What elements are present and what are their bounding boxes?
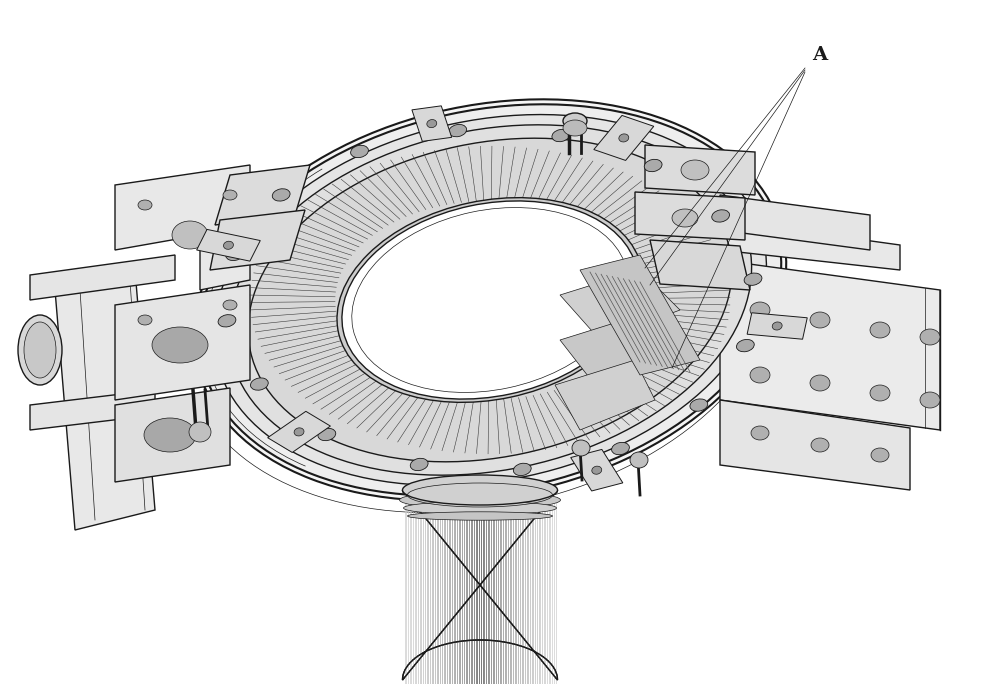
Ellipse shape (138, 200, 152, 210)
Polygon shape (720, 220, 900, 270)
Polygon shape (635, 192, 745, 240)
Ellipse shape (402, 475, 558, 505)
Polygon shape (402, 490, 558, 680)
Ellipse shape (870, 322, 890, 338)
Ellipse shape (810, 312, 830, 328)
Polygon shape (720, 260, 940, 430)
Ellipse shape (342, 201, 638, 399)
Ellipse shape (18, 315, 62, 385)
Ellipse shape (24, 322, 56, 378)
Ellipse shape (351, 145, 368, 157)
Polygon shape (115, 285, 250, 400)
Ellipse shape (513, 463, 531, 475)
Polygon shape (720, 400, 910, 490)
Polygon shape (412, 106, 452, 142)
Ellipse shape (630, 452, 648, 468)
Ellipse shape (612, 443, 629, 455)
Ellipse shape (172, 221, 208, 249)
Ellipse shape (810, 375, 830, 391)
Polygon shape (720, 195, 870, 250)
Ellipse shape (199, 104, 781, 496)
Ellipse shape (404, 501, 556, 514)
Ellipse shape (563, 113, 587, 129)
Ellipse shape (712, 210, 730, 222)
Ellipse shape (318, 428, 336, 440)
Polygon shape (571, 449, 623, 491)
Ellipse shape (751, 426, 769, 440)
Ellipse shape (226, 248, 244, 261)
Ellipse shape (337, 198, 643, 402)
Ellipse shape (572, 440, 590, 456)
Polygon shape (645, 145, 755, 195)
Polygon shape (210, 210, 305, 270)
Polygon shape (30, 255, 175, 300)
Polygon shape (747, 313, 807, 339)
Ellipse shape (644, 159, 662, 172)
Polygon shape (115, 165, 250, 290)
Ellipse shape (272, 189, 290, 201)
Ellipse shape (750, 302, 770, 318)
Polygon shape (650, 240, 750, 290)
Ellipse shape (750, 367, 770, 383)
Ellipse shape (619, 134, 629, 142)
Ellipse shape (552, 129, 570, 142)
Ellipse shape (811, 438, 829, 452)
Ellipse shape (690, 399, 708, 411)
Ellipse shape (152, 327, 208, 363)
Ellipse shape (194, 99, 786, 501)
Ellipse shape (870, 385, 890, 401)
Ellipse shape (449, 124, 467, 137)
Ellipse shape (408, 512, 552, 521)
Ellipse shape (681, 160, 709, 180)
Polygon shape (197, 229, 260, 261)
Ellipse shape (736, 339, 754, 352)
Ellipse shape (744, 273, 762, 285)
Ellipse shape (223, 300, 237, 310)
Polygon shape (30, 390, 155, 430)
Ellipse shape (772, 322, 782, 330)
Ellipse shape (592, 466, 602, 474)
Ellipse shape (410, 458, 428, 471)
Polygon shape (560, 270, 680, 340)
Ellipse shape (144, 418, 196, 452)
Ellipse shape (223, 190, 237, 200)
Ellipse shape (427, 120, 437, 128)
Polygon shape (268, 411, 330, 452)
Polygon shape (555, 360, 655, 430)
Ellipse shape (189, 422, 211, 442)
Polygon shape (55, 270, 155, 530)
Polygon shape (580, 255, 700, 375)
Ellipse shape (563, 120, 587, 136)
Ellipse shape (250, 378, 268, 390)
Ellipse shape (920, 329, 940, 345)
Ellipse shape (920, 392, 940, 408)
Ellipse shape (218, 315, 236, 327)
Ellipse shape (871, 448, 889, 462)
Text: A: A (812, 46, 828, 64)
Ellipse shape (223, 241, 233, 249)
Ellipse shape (248, 138, 732, 462)
Polygon shape (215, 165, 310, 225)
Polygon shape (560, 315, 670, 385)
Ellipse shape (400, 491, 560, 509)
Ellipse shape (214, 114, 766, 486)
Polygon shape (594, 116, 654, 161)
Ellipse shape (138, 315, 152, 325)
Ellipse shape (228, 124, 752, 475)
Polygon shape (115, 388, 230, 482)
Ellipse shape (294, 428, 304, 436)
Ellipse shape (672, 209, 698, 227)
